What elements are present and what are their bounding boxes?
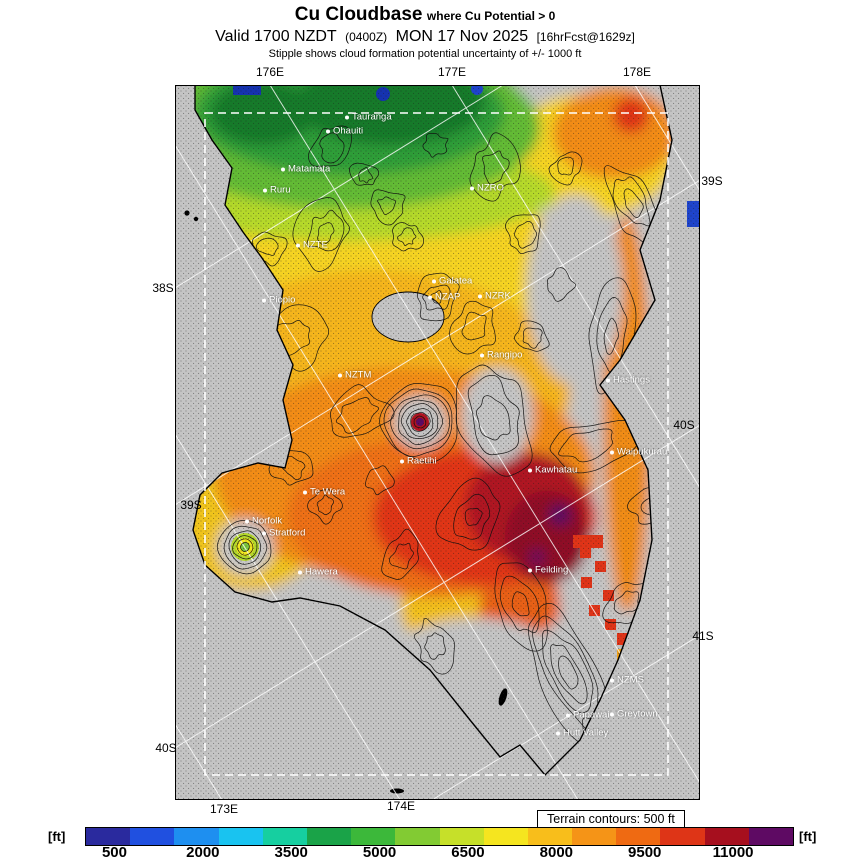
colorbar-segment	[616, 828, 661, 845]
title-line: Cu Cloudbase where Cu Potential > 0	[0, 3, 850, 27]
colorbar-tick: 3500	[274, 844, 308, 860]
axis-label-40s: 40S	[673, 418, 695, 432]
terrain-contours-note: Terrain contours: 500 ft	[537, 810, 685, 828]
colorbar-segment	[439, 828, 484, 845]
colorbar-segment	[218, 828, 263, 845]
colorbar-segment	[86, 828, 131, 845]
axis-label-38s: 38S	[152, 281, 174, 295]
colorbar	[85, 827, 794, 846]
colorbar-tick: 5000	[362, 844, 397, 860]
axis-label-178e: 178E	[622, 65, 652, 79]
colorbar-unit-left: [ft]	[48, 829, 66, 844]
axis-label-176e: 176E	[255, 65, 285, 79]
axis-label-174e: 174E	[386, 799, 416, 813]
valid-time: Valid 1700 NZDT	[215, 27, 337, 45]
axis-label-40s: 40S	[155, 741, 177, 755]
title-qualifier: where Cu Potential > 0	[426, 9, 556, 23]
axis-label-173e: 173E	[209, 802, 239, 816]
colorbar-segment	[395, 828, 440, 845]
colorbar-segment	[262, 828, 307, 845]
colorbar-tick: 2000	[186, 844, 220, 860]
colorbar-tick: 11000	[712, 844, 754, 860]
colorbar-segment	[130, 828, 175, 845]
valid-line: Valid 1700 NZDT (0400Z) MON 17 Nov 2025 …	[0, 27, 850, 47]
header: Cu Cloudbase where Cu Potential > 0 Vali…	[0, 3, 850, 62]
colorbar-segment	[483, 828, 528, 845]
map-canvas	[175, 85, 700, 800]
colorbar-tick: 500	[101, 844, 127, 860]
terrain-note-text: Terrain contours: 500 ft	[547, 812, 675, 826]
colorbar-segment	[306, 828, 352, 845]
colorbar-segment	[527, 828, 573, 845]
colorbar-segment	[572, 828, 617, 845]
page-title: Cu Cloudbase	[294, 4, 423, 25]
colorbar-segment	[704, 828, 749, 845]
colorbar-segment	[748, 828, 793, 845]
colorbar-segment	[660, 828, 705, 845]
valid-zulu: (0400Z)	[345, 29, 388, 44]
stipple-note: Stipple shows cloud formation potential …	[268, 47, 582, 60]
axis-label-39s: 39S	[701, 174, 723, 188]
colorbar-segment	[174, 828, 219, 845]
map-area: Tauranga Ohauiti Matamata Ruru NZRO NZTE Galat…	[175, 85, 700, 800]
colorbar-tick: 6500	[451, 844, 485, 860]
valid-date: MON 17 Nov 2025	[395, 27, 529, 45]
colorbar-unit-right: [ft]	[799, 829, 817, 844]
colorbar-segment	[351, 828, 396, 845]
colorbar-tick: 8000	[539, 844, 574, 860]
axis-label-177e: 177E	[437, 65, 467, 79]
forecast-hour: [16hrFcst@1629z]	[536, 29, 635, 44]
axis-label-41s: 41S	[692, 629, 714, 643]
colorbar-tick: 9500	[628, 844, 662, 860]
axis-label-39s: 39S	[180, 498, 202, 512]
